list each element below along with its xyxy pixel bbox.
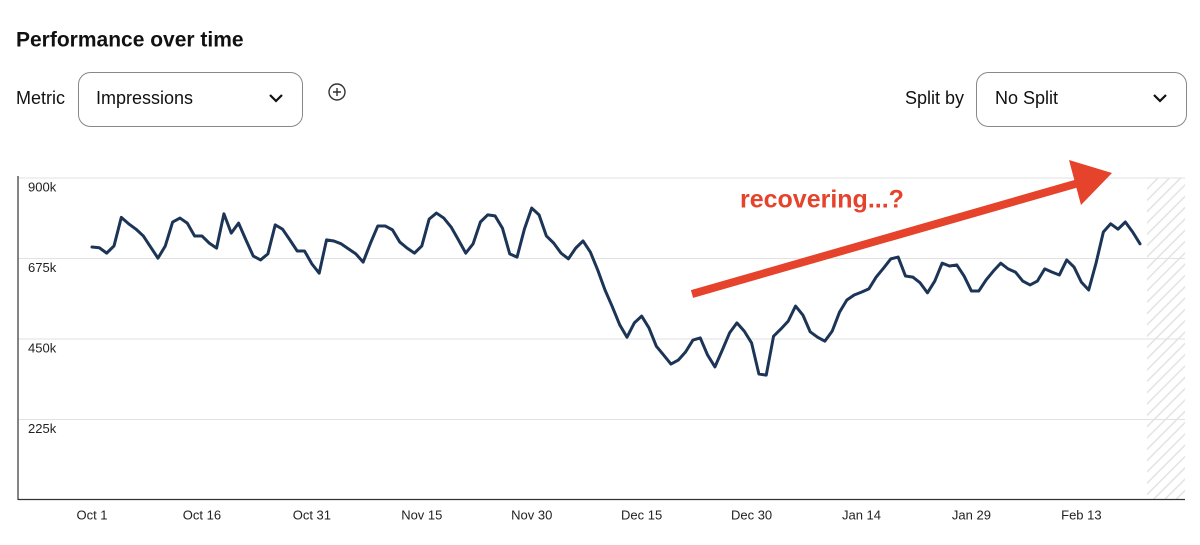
plus-circle[interactable] (328, 83, 346, 101)
annotation-arrow (690, 178, 1084, 298)
x-tick-label: Jan 14 (842, 507, 881, 522)
plus-icon[interactable] (333, 88, 341, 96)
x-tick-label: Nov 15 (401, 507, 442, 522)
x-tick-label: Feb 13 (1061, 507, 1101, 522)
chevron[interactable] (1153, 94, 1167, 103)
annotation-arrowhead (1069, 160, 1112, 205)
split-dropdown[interactable]: No Split (976, 72, 1187, 127)
x-tick-label: Nov 30 (511, 507, 552, 522)
line-series (90, 206, 1142, 377)
dropdown-value[interactable]: No Split (995, 88, 1058, 108)
dropdown-value[interactable]: Impressions (96, 88, 193, 108)
metric-label: Metric (16, 88, 65, 108)
dropdown-box[interactable] (78, 72, 303, 127)
y-tick-label: 450k (28, 340, 57, 355)
x-tick-label: Oct 16 (183, 507, 221, 522)
dropdown-box[interactable] (976, 72, 1187, 127)
y-tick-label: 225k (28, 421, 57, 436)
chevron[interactable] (269, 94, 283, 103)
x-tick-label: Oct 31 (293, 507, 331, 522)
y-tick-label: 675k (28, 260, 57, 275)
split-label: Split by (905, 88, 964, 108)
y-tick-label: 900k (28, 179, 57, 194)
x-tick-label: Oct 1 (76, 507, 107, 522)
x-tick-label: Dec 15 (621, 507, 662, 522)
annotation: recovering...? (740, 186, 904, 214)
plot: 225k 450k 675k 900k Oct 1 Oct 16 Oct 31 Nov 15 N… (18, 177, 1185, 522)
add-metric-button[interactable] (328, 83, 346, 101)
x-tick-label: Jan 29 (952, 507, 991, 522)
page-title: Performance over time (16, 29, 244, 52)
metric-dropdown[interactable]: Impressions (78, 72, 303, 127)
x-tick-label: Dec 30 (731, 507, 772, 522)
